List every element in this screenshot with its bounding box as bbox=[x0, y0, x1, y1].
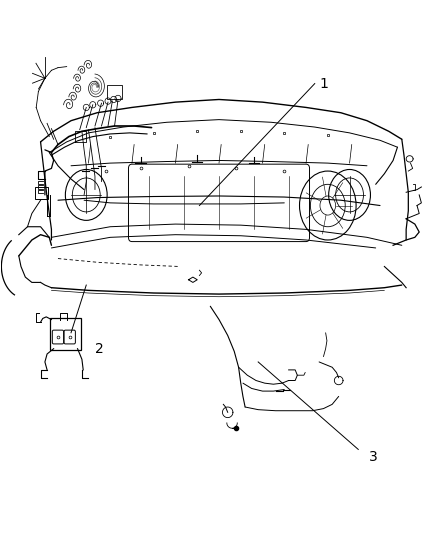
Text: 1: 1 bbox=[319, 77, 328, 91]
Text: 3: 3 bbox=[369, 450, 378, 464]
Text: 2: 2 bbox=[95, 342, 104, 356]
